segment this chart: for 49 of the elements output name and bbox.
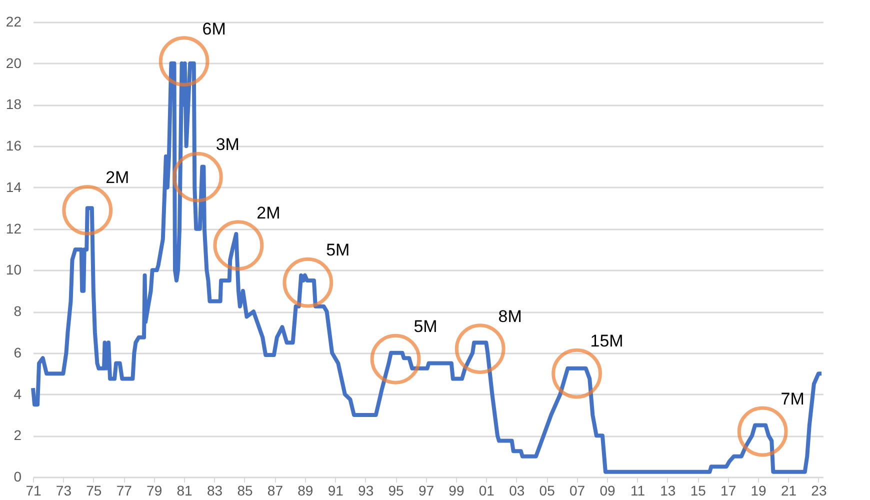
- y-tick-label: 14: [6, 178, 22, 195]
- annotation: 3M: [216, 135, 240, 154]
- x-tick-label: 79: [146, 482, 162, 498]
- x-tick-label: 85: [237, 482, 253, 498]
- x-tick-label: 19: [750, 482, 767, 498]
- x-tick-label: 23: [811, 482, 827, 498]
- x-tick-label: 13: [660, 482, 676, 498]
- y-tick-label: 6: [14, 344, 22, 360]
- annotation: 5M: [414, 317, 438, 336]
- x-tick-label: 03: [509, 482, 525, 498]
- x-tick-label: 73: [56, 482, 72, 498]
- x-tick-label: 71: [26, 482, 42, 498]
- x-tick-label: 05: [539, 482, 556, 498]
- x-tick-label: 83: [206, 482, 223, 498]
- x-tick-label: 09: [600, 482, 616, 498]
- y-tick-label: 8: [14, 303, 22, 320]
- y-tick-label: 22: [6, 14, 22, 30]
- annotation: 2M: [256, 203, 280, 222]
- annotation: 7M: [780, 390, 804, 408]
- y-tick-label: 12: [6, 220, 22, 236]
- x-tick-label: 77: [116, 482, 132, 498]
- y-tick-label: 18: [6, 96, 22, 112]
- x-tick-label: 75: [86, 482, 102, 498]
- y-tick-label: 0: [14, 468, 22, 484]
- x-tick-label: 91: [328, 482, 344, 498]
- x-tick-label: 17: [720, 482, 736, 498]
- x-tick-label: 01: [478, 482, 495, 498]
- x-tick-label: 21: [780, 482, 797, 498]
- x-tick-label: 81: [176, 482, 193, 498]
- x-tick-label: 07: [569, 482, 586, 498]
- x-tick-label: 93: [358, 482, 374, 498]
- line-series: [31, 61, 824, 474]
- x-tick-label: 15: [690, 482, 706, 498]
- annotation: 15M: [590, 332, 624, 351]
- x-tick-label: 89: [298, 482, 314, 498]
- x-tick-label: 87: [267, 482, 284, 498]
- y-tick-label: 20: [6, 54, 22, 71]
- annotation: 2M: [106, 168, 130, 188]
- x-tick-label: 95: [388, 482, 404, 498]
- x-tick-label: 99: [448, 482, 464, 498]
- annotation: 5M: [326, 240, 350, 260]
- annotation: 6M: [202, 19, 226, 38]
- y-tick-label: 2: [14, 427, 22, 444]
- y-tick-label: 16: [6, 138, 22, 154]
- annotation: 8M: [498, 306, 522, 326]
- y-tick-label: 10: [6, 262, 22, 278]
- y-tick-label: 4: [14, 386, 22, 402]
- x-tick-label: 11: [630, 482, 646, 498]
- x-tick-label: 97: [418, 482, 434, 498]
